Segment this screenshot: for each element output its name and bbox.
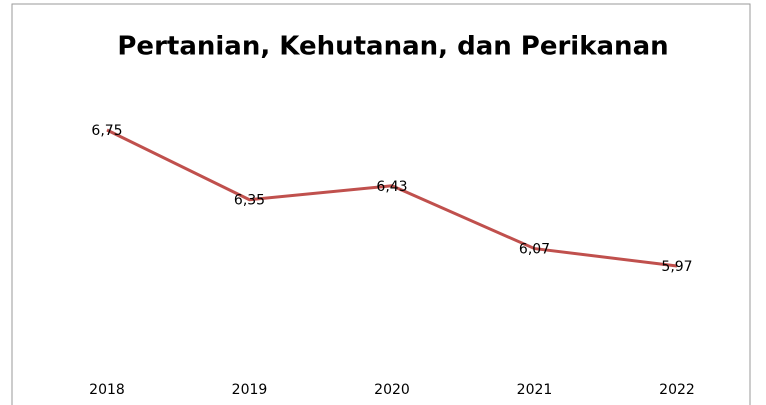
data-label: 5,97: [661, 259, 692, 275]
x-tick-label: 2019: [232, 382, 268, 398]
x-tick-label: 2018: [89, 382, 125, 398]
x-tick-label: 2020: [374, 382, 410, 398]
chart-frame: [11, 3, 751, 405]
data-line: [106, 128, 678, 268]
chart-title: Pertanian, Kehutanan, dan Perikanan: [117, 32, 668, 62]
x-tick-label: 2022: [659, 382, 695, 398]
data-label: 6,43: [376, 179, 407, 195]
x-tick-label: 2021: [517, 382, 553, 398]
data-label: 6,07: [519, 242, 550, 258]
data-label: 6,35: [234, 193, 265, 209]
data-label: 6,75: [91, 123, 122, 139]
